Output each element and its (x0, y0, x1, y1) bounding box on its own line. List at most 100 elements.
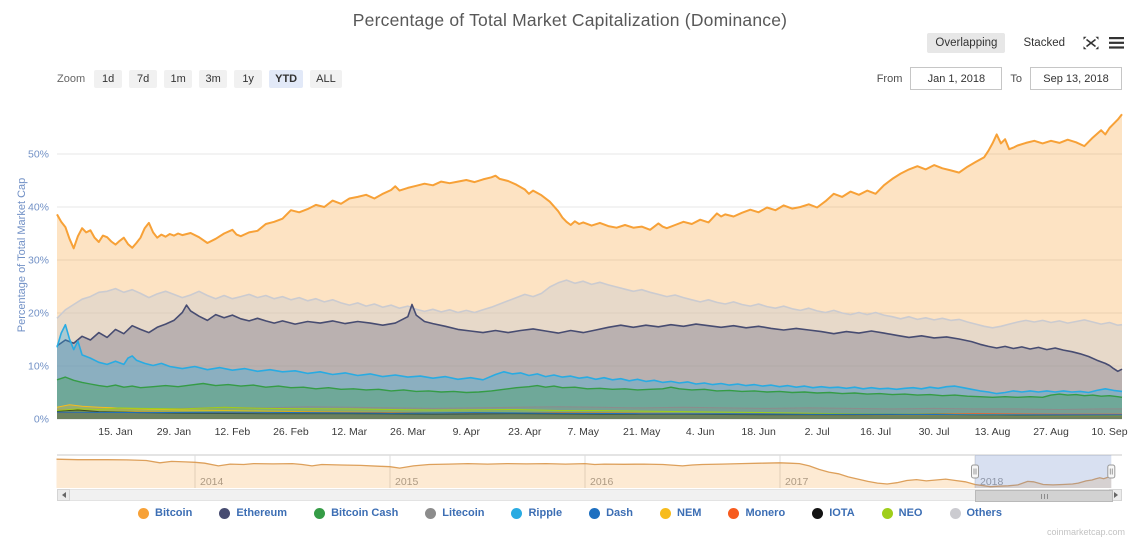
navigator-line (56, 458, 1112, 488)
legend-label: Bitcoin Cash (331, 507, 399, 519)
scrollbar-left-arrow[interactable] (57, 489, 70, 501)
series-area-dash (57, 412, 1122, 419)
zoom-label: Zoom (57, 72, 86, 85)
zoom-button-1d[interactable]: 1d (94, 69, 123, 88)
thumb-grip-icon (1046, 493, 1048, 499)
expand-arrows-icon[interactable] (1083, 36, 1099, 50)
bitcoin-legend-dot-icon (138, 507, 150, 519)
y-tick-label: 40% (28, 202, 49, 214)
y-tick-label: 0% (34, 414, 49, 426)
zoom-button-group: Zoom 1d 7d 1m 3m 1y YTD ALL (57, 69, 342, 88)
series-line-dash (56, 411, 1122, 416)
navigator-year-label: 2015 (395, 476, 419, 488)
zoom-button-3m[interactable]: 3m (199, 69, 228, 88)
legend: Bitcoin Ethereum Bitcoin Cash Litecoin Rippl… (0, 507, 1140, 519)
bitcoin-cash-legend-dot-icon (314, 507, 326, 519)
legend-label: Ethereum (236, 507, 288, 519)
y-tick-label: 10% (28, 361, 49, 373)
x-tick-label: 30. Jul (919, 426, 950, 438)
legend-item-monero[interactable]: Monero (728, 507, 785, 519)
legend-item-neo[interactable]: NEO (881, 507, 923, 519)
to-date-input[interactable] (1030, 67, 1122, 90)
zoom-button-7d[interactable]: 7d (129, 69, 158, 88)
from-label: From (876, 72, 903, 85)
scrollbar-track[interactable] (70, 489, 1114, 502)
x-tick-label: 15. Jan (98, 426, 133, 438)
x-tick-label: 27. Aug (1033, 426, 1069, 438)
legend-item-dash[interactable]: Dash (589, 507, 633, 519)
legend-label: Others (966, 507, 1002, 519)
navigator-right-handle[interactable] (1107, 464, 1116, 479)
legend-item-others[interactable]: Others (949, 507, 1002, 519)
navigator-left-handle[interactable] (971, 464, 979, 479)
thumb-grip-icon (1040, 493, 1042, 499)
hamburger-menu-icon[interactable] (1109, 37, 1124, 49)
series-area-bitcoin (57, 114, 1122, 420)
x-tick-label: 21. May (623, 426, 661, 438)
legend-item-ethereum[interactable]: Ethereum (219, 507, 287, 519)
x-tick-label: 12. Mar (332, 426, 368, 438)
monero-legend-dot-icon (728, 507, 740, 519)
iota-legend-dot-icon (812, 507, 824, 519)
series-area-nem (57, 404, 1122, 419)
zoom-button-all[interactable]: ALL (310, 69, 342, 88)
nem-legend-dot-icon (660, 507, 671, 519)
x-tick-label: 18. Jun (741, 426, 776, 438)
legend-label: NEM (677, 507, 702, 519)
x-tick-label: 26. Feb (273, 426, 309, 438)
chart-mode-toolbar: Overlapping Stacked (927, 33, 1124, 53)
legend-item-nem[interactable]: NEM (660, 507, 701, 519)
legend-label: Monero (745, 507, 786, 519)
series-line-others (56, 279, 1123, 329)
legend-label: IOTA (829, 507, 855, 519)
zoom-button-1y[interactable]: 1y (234, 69, 263, 88)
from-date-input[interactable] (910, 67, 1003, 90)
x-tick-label: 16. Jul (860, 426, 891, 438)
neo-legend-dot-icon (881, 507, 893, 519)
y-tick-label: 30% (28, 255, 49, 267)
page-title: Percentage of Total Market Capitalizatio… (352, 10, 788, 30)
x-tick-label: 10. Sep (1091, 426, 1127, 438)
x-tick-label: 4. Jun (686, 426, 715, 438)
legend-label: Dash (606, 507, 633, 519)
y-tick-label: 20% (28, 308, 49, 320)
y-tick-label: 50% (28, 149, 49, 161)
others-legend-dot-icon (949, 507, 961, 519)
navigator-year-label: 2017 (785, 476, 809, 488)
legend-item-iota[interactable]: IOTA (812, 507, 855, 519)
range-selector: Zoom 1d 7d 1m 3m 1y YTD ALL From To (57, 67, 1122, 90)
date-range-inputs: From To (877, 67, 1122, 90)
to-label: To (1010, 72, 1022, 85)
navigator-year-label: 2014 (200, 476, 224, 488)
main-chart-plot-area[interactable]: 0% 10% 20% 30% 40% 50% 15. Jan 29. Jan 12. Feb 26… (0, 95, 1140, 445)
stacked-button[interactable]: Stacked (1023, 37, 1065, 49)
ripple-legend-dot-icon (511, 507, 523, 519)
zoom-button-1m[interactable]: 1m (164, 69, 193, 88)
legend-item-bitcoin[interactable]: Bitcoin (138, 507, 192, 519)
x-tick-label: 2. Jul (805, 426, 830, 438)
dash-legend-dot-icon (589, 507, 601, 519)
x-tick-label: 7. May (567, 426, 599, 438)
navigator-selected-range[interactable] (975, 455, 1112, 488)
scrollbar-thumb[interactable] (975, 490, 1114, 502)
ethereum-legend-dot-icon (219, 507, 231, 519)
x-tick-label: 9. Apr (453, 426, 481, 438)
overlapping-button[interactable]: Overlapping (927, 33, 1006, 53)
legend-item-ripple[interactable]: Ripple (511, 507, 562, 519)
watermark: coinmarketcap.com (1046, 527, 1125, 537)
zoom-button-ytd[interactable]: YTD (269, 69, 304, 88)
series-line-bitcoin-cash (56, 376, 1123, 398)
legend-label: NEO (898, 507, 923, 519)
x-tick-label: 12. Feb (215, 426, 251, 438)
legend-item-bitcoin-cash[interactable]: Bitcoin Cash (314, 507, 398, 519)
legend-item-litecoin[interactable]: Litecoin (425, 507, 484, 519)
legend-label: Bitcoin (155, 507, 193, 519)
navigator-minimap[interactable]: 2014 2015 2016 2017 2018 (0, 452, 1140, 490)
legend-label: Ripple (528, 507, 563, 519)
series-line-ripple (56, 323, 1123, 395)
thumb-grip-icon (1043, 493, 1045, 499)
x-tick-label: 29. Jan (157, 426, 192, 438)
x-tick-label: 26. Mar (390, 426, 426, 438)
navigator-year-label: 2018 (980, 476, 1004, 488)
